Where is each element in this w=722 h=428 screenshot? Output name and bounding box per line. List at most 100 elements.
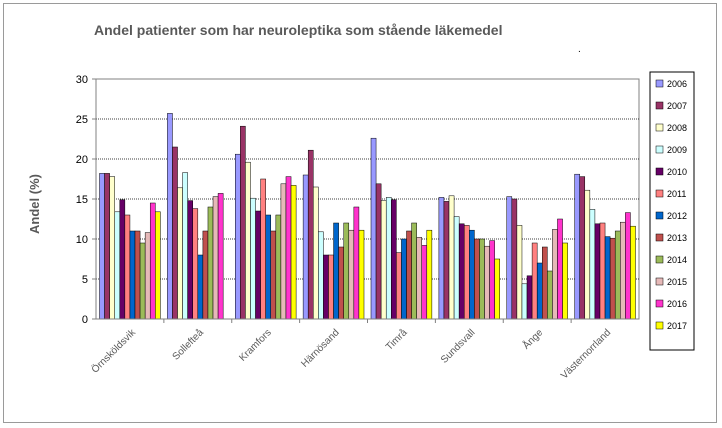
bar-2012-5 — [401, 238, 407, 320]
bar-2012-8 — [604, 236, 611, 320]
bar-2012-6 — [469, 229, 475, 320]
bar-2007-4 — [307, 149, 314, 320]
bar-2011-2 — [192, 208, 199, 320]
bar-2015-6 — [484, 245, 490, 320]
bar-2010-3 — [255, 210, 261, 320]
x-tick-label: Timrå — [383, 326, 410, 353]
legend-swatch-2009 — [655, 145, 664, 154]
bar-2016-2 — [217, 193, 224, 320]
bar-2015-2 — [212, 196, 219, 320]
y-tick-label: 15 — [76, 194, 88, 206]
bar-2017-7 — [562, 242, 568, 320]
bar-2008-3 — [245, 161, 251, 320]
legend-swatch-2014 — [655, 255, 664, 264]
bar-2011-8 — [599, 222, 606, 320]
bar-2013-3 — [270, 230, 277, 320]
legend: 2006 2007 2008 2009 2010 2011 2012 2013 2014 2015… — [649, 71, 695, 351]
bar-2014-5 — [411, 222, 417, 320]
x-tick-label: Kramfors — [237, 327, 273, 363]
x-tick-label: Härnösand — [299, 327, 341, 369]
bar-2013-6 — [474, 238, 480, 320]
legend-swatch-2010 — [655, 167, 664, 176]
bar-2009-5 — [385, 197, 392, 320]
bar-2006-7 — [506, 196, 513, 320]
y-tick-label: 0 — [82, 314, 88, 326]
bar-2011-7 — [531, 242, 538, 320]
bar-2009-7 — [521, 283, 528, 320]
x-tick-label: Ånge — [520, 326, 546, 352]
bar-2014-1 — [139, 242, 146, 320]
legend-label-2009: 2009 — [667, 145, 687, 155]
legend-label-2008: 2008 — [667, 123, 687, 133]
bar-2008-4 — [313, 186, 319, 320]
bar-2017-1 — [155, 211, 161, 320]
legend-swatch-2013 — [655, 233, 664, 242]
bar-2013-2 — [202, 230, 209, 320]
bar-2014-2 — [207, 206, 214, 320]
legend-label-2014: 2014 — [667, 255, 687, 265]
bar-2007-1 — [104, 173, 110, 320]
bar-2007-8 — [579, 176, 586, 320]
bar-2017-5 — [426, 229, 433, 320]
bar-2010-7 — [526, 275, 533, 320]
chart-title: Andel patienter som har neuroleptika som… — [94, 22, 502, 38]
bar-2013-7 — [542, 246, 548, 320]
bar-2007-2 — [172, 146, 178, 320]
y-tick-label: 5 — [82, 274, 88, 286]
bar-2016-7 — [557, 218, 563, 320]
x-tick-label: Sundsvall — [439, 327, 477, 365]
legend-swatch-2017 — [655, 321, 664, 330]
bar-2015-3 — [280, 183, 287, 320]
x-tick-label: Sollefteå — [170, 326, 206, 362]
legend-swatch-2007 — [655, 101, 664, 110]
bar-2017-6 — [494, 258, 500, 320]
legend-label-2011: 2011 — [667, 189, 686, 199]
legend-label-2016: 2016 — [667, 299, 687, 309]
bar-2007-3 — [240, 125, 246, 320]
legend-label-2010: 2010 — [667, 167, 687, 177]
bar-2014-4 — [343, 222, 350, 320]
bar-2011-6 — [463, 225, 470, 320]
bar-2008-8 — [584, 189, 591, 320]
footnote-mark: . — [578, 44, 581, 55]
y-tick-label: 25 — [76, 114, 88, 126]
x-tick-label: Örnsköldsvik — [89, 326, 139, 376]
bar-2015-8 — [620, 221, 626, 320]
bar-2010-4 — [323, 254, 329, 320]
bar-2006-6 — [438, 197, 445, 320]
bar-2009-2 — [182, 172, 188, 320]
bar-2012-1 — [129, 230, 136, 320]
bar-2006-1 — [99, 173, 105, 320]
bar-2015-5 — [416, 237, 422, 320]
bar-2016-1 — [149, 202, 156, 320]
bar-2007-7 — [511, 198, 518, 320]
legend-swatch-2008 — [655, 123, 664, 132]
bar-2006-5 — [370, 137, 377, 320]
chart-frame: Andel patienter som har neuroleptika som… — [3, 3, 717, 423]
bar-2010-5 — [391, 199, 397, 320]
bar-2014-7 — [547, 270, 553, 320]
y-tick-label: 10 — [76, 234, 88, 246]
bar-2016-8 — [625, 212, 631, 320]
legend-swatch-2012 — [655, 211, 664, 220]
legend-swatch-2006 — [655, 79, 664, 88]
bar-2014-6 — [479, 238, 485, 320]
bar-2009-8 — [589, 209, 596, 320]
bar-2008-6 — [448, 195, 455, 320]
legend-swatch-2011 — [655, 189, 664, 198]
bar-2010-2 — [187, 200, 193, 320]
bar-2006-3 — [235, 153, 241, 320]
bar-2017-8 — [630, 225, 636, 320]
bar-2013-4 — [338, 246, 344, 320]
bar-2006-2 — [167, 113, 173, 320]
x-tick-label: Västernorrland — [559, 327, 613, 381]
bar-2016-6 — [489, 240, 495, 320]
bar-2010-6 — [458, 223, 465, 320]
bar-2012-4 — [333, 222, 339, 320]
bar-2006-8 — [574, 173, 580, 320]
chart-svg: Andel patienter som har neuroleptika som… — [27, 22, 695, 382]
bar-2012-7 — [536, 262, 543, 320]
bar-2014-3 — [275, 214, 282, 320]
bar-2008-5 — [380, 200, 387, 320]
y-axis-label: Andel (%) — [27, 174, 42, 234]
